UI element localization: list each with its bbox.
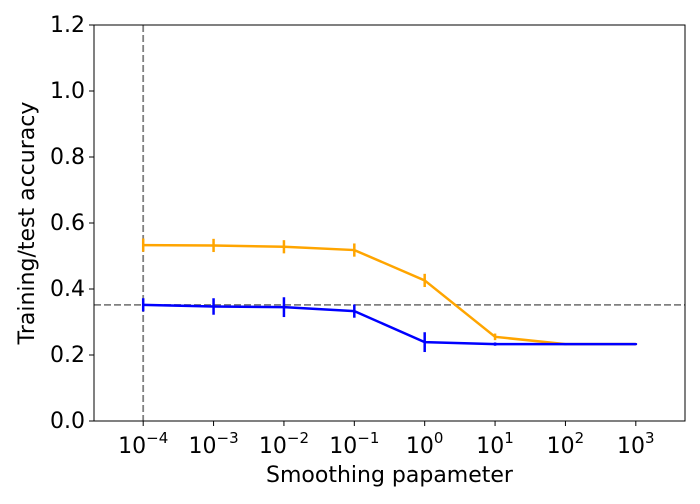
x-axis-label: Smoothing papameter	[266, 463, 514, 488]
x-tick-label: 102	[547, 429, 585, 459]
series-line-0	[143, 243, 636, 346]
y-tick-label: 0.4	[50, 277, 85, 302]
plot-frame	[93, 24, 686, 422]
y-tick-label: 0.2	[50, 343, 85, 368]
x-tick-label: 101	[476, 429, 514, 459]
y-tick-label: 1.0	[50, 79, 85, 104]
x-tick-label: 10−3	[189, 429, 239, 459]
y-tick-label: 0.6	[50, 211, 85, 236]
y-tick-label: 0.8	[50, 145, 85, 170]
y-axis-label: Training/test accuracy	[15, 102, 40, 346]
x-tick-label: 10−4	[118, 429, 168, 459]
y-tick-label: 1.2	[50, 13, 85, 38]
x-tick-label: 100	[406, 429, 444, 459]
x-tick-label: 103	[617, 429, 655, 459]
x-tick-label: 10−1	[329, 429, 379, 459]
y-tick-label: 0.0	[50, 409, 85, 434]
x-tick-label: 10−2	[259, 429, 309, 459]
series-line-1	[143, 303, 636, 346]
